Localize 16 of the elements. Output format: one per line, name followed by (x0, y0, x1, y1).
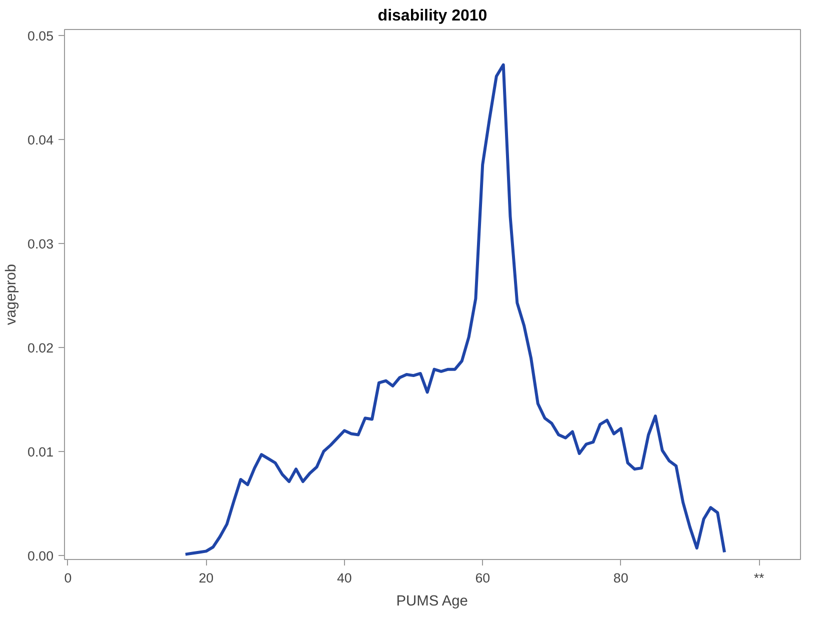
y-tick-label: 0.04 (28, 132, 54, 148)
x-tick-label: 60 (475, 570, 490, 586)
x-tick-label: 40 (336, 570, 352, 586)
x-tick-label: 0 (64, 570, 72, 586)
x-axis-title: PUMS Age (396, 594, 468, 610)
x-tick-label: ** (754, 570, 764, 586)
y-tick-label: 0.00 (28, 548, 54, 564)
y-axis-title: vageprob (4, 264, 20, 326)
x-tick-label: 20 (198, 570, 214, 586)
x-tick-label: 80 (613, 570, 628, 586)
y-tick-label: 0.01 (28, 444, 54, 460)
y-tick-label: 0.05 (28, 28, 54, 44)
chart-title: disability 2010 (378, 8, 488, 24)
y-tick-label: 0.03 (28, 236, 54, 252)
line-series (184, 63, 726, 556)
y-tick-label: 0.02 (28, 340, 54, 356)
